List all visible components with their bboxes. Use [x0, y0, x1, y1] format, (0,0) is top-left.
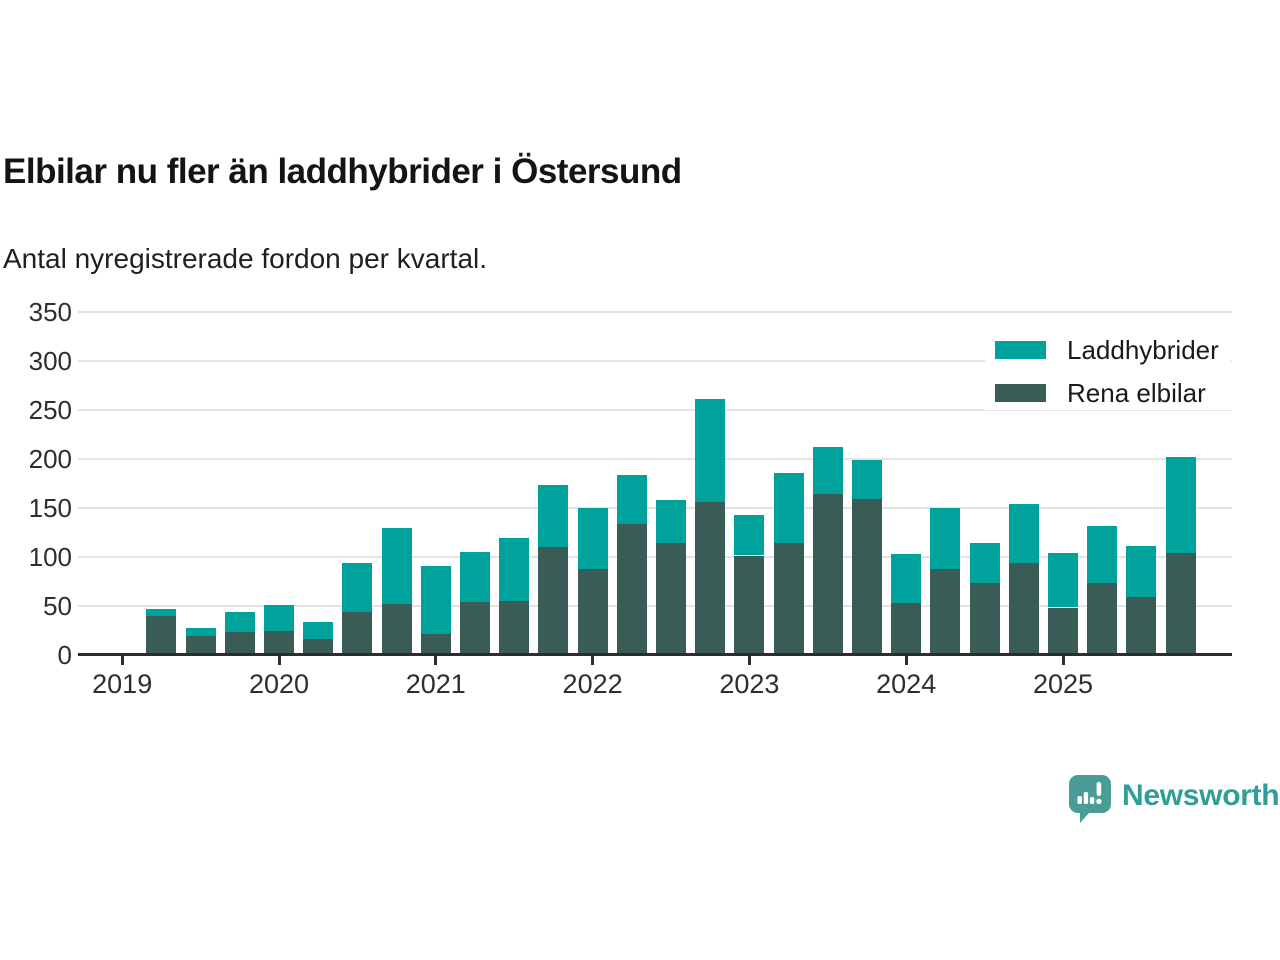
- bar-segment-rena-elbilar: [342, 612, 373, 655]
- bar-segment-laddhybrider: [852, 459, 882, 499]
- bar-segment-laddhybrider: [891, 553, 922, 603]
- bar-segment-rena-elbilar: [420, 633, 451, 655]
- bar-segment-rena-elbilar: [656, 542, 686, 655]
- x-axis-tick: [904, 656, 908, 665]
- y-axis-label: 50: [43, 590, 72, 621]
- y-axis-label: 350: [28, 296, 72, 327]
- legend-label: Laddhybrider: [1067, 335, 1219, 365]
- x-axis-label: 2022: [562, 669, 623, 699]
- gridline-300: [78, 359, 1232, 362]
- x-axis-label: 2019: [92, 669, 153, 699]
- bar-segment-laddhybrider: [695, 398, 726, 502]
- bar-segment-rena-elbilar: [303, 638, 334, 655]
- x-axis-label: 2021: [405, 669, 466, 699]
- x-axis-label: 2023: [719, 669, 780, 699]
- bar-segment-rena-elbilar: [891, 602, 922, 655]
- bar-segment-rena-elbilar: [224, 632, 255, 655]
- bar-segment-rena-elbilar: [773, 542, 804, 655]
- x-axis-tick: [120, 656, 124, 665]
- gridline-100: [78, 555, 1232, 558]
- bar-segment-rena-elbilar: [499, 600, 530, 655]
- bar-segment-rena-elbilar: [969, 583, 1000, 655]
- gridline-250: [78, 408, 1232, 411]
- bar-segment-laddhybrider: [1008, 503, 1039, 564]
- bar-segment-laddhybrider: [773, 473, 804, 543]
- legend-swatch: [995, 384, 1046, 402]
- newsworthy-speech-bubble-chart-icon: [1069, 775, 1111, 823]
- gridline-150: [78, 506, 1232, 509]
- gridline-200: [78, 457, 1232, 460]
- bar-segment-laddhybrider: [656, 499, 686, 543]
- bar-segment-laddhybrider: [185, 628, 216, 636]
- x-axis-tick: [591, 656, 595, 665]
- bar-segment-rena-elbilar: [460, 601, 490, 655]
- bar-segment-rena-elbilar: [1165, 552, 1196, 655]
- x-axis-line: [78, 653, 1232, 656]
- bar-segment-rena-elbilar: [852, 498, 882, 655]
- legend-item-laddhybrider: Laddhybrider: [985, 333, 1231, 367]
- y-axis-label: 100: [28, 541, 72, 572]
- bar-segment-laddhybrider: [577, 507, 608, 570]
- bar-segment-laddhybrider: [224, 612, 255, 632]
- bar-segment-laddhybrider: [930, 507, 961, 570]
- bar-segment-rena-elbilar: [695, 501, 726, 655]
- legend-swatch: [995, 341, 1046, 359]
- bar-segment-rena-elbilar: [577, 569, 608, 655]
- x-axis-tick: [277, 656, 281, 665]
- bar-segment-laddhybrider: [303, 622, 334, 639]
- bar-segment-laddhybrider: [812, 446, 843, 494]
- x-axis-label: 2020: [248, 669, 310, 699]
- bar-segment-laddhybrider: [264, 604, 294, 631]
- bar-segment-laddhybrider: [146, 609, 177, 617]
- bar-segment-laddhybrider: [499, 537, 530, 601]
- chart-legend: Laddhybrider Rena elbilar: [985, 333, 1231, 410]
- bar-segment-rena-elbilar: [812, 493, 843, 655]
- bar-segment-rena-elbilar: [1087, 583, 1118, 655]
- y-axis-label: 250: [28, 394, 72, 425]
- bar-segment-laddhybrider: [420, 566, 451, 634]
- legend-label: Rena elbilar: [1067, 378, 1206, 408]
- bar-segment-rena-elbilar: [734, 555, 765, 655]
- chart-subtitle: Antal nyregistrerade fordon per kvartal.: [3, 243, 488, 274]
- x-axis-label: 2024: [876, 669, 937, 699]
- bar-segment-laddhybrider: [381, 528, 412, 604]
- bar-segment-rena-elbilar: [616, 524, 647, 655]
- page-title: Elbilar nu fler än laddhybrider i Östers…: [3, 152, 682, 191]
- bar-segment-laddhybrider: [342, 563, 373, 613]
- bar-segment-rena-elbilar: [146, 616, 177, 655]
- bar-segment-rena-elbilar: [381, 603, 412, 655]
- gridline-50: [78, 604, 1232, 607]
- y-axis-label: 300: [28, 345, 72, 376]
- bar-segment-laddhybrider: [1048, 552, 1078, 608]
- bar-segment-rena-elbilar: [930, 569, 961, 655]
- bar-segment-laddhybrider: [616, 475, 647, 525]
- bar-segment-rena-elbilar: [1048, 607, 1078, 655]
- bar-segment-rena-elbilar: [538, 546, 569, 655]
- x-axis-tick: [747, 656, 751, 665]
- bar-segment-laddhybrider: [1126, 545, 1157, 597]
- gridline-350: [78, 310, 1232, 313]
- bar-segment-laddhybrider: [538, 485, 569, 547]
- bar-segment-laddhybrider: [734, 515, 765, 556]
- newsworthy-logo: Newsworthy: [1068, 774, 1280, 824]
- bar-segment-laddhybrider: [460, 551, 490, 602]
- x-axis-tick: [1061, 656, 1065, 665]
- bar-segment-rena-elbilar: [1008, 563, 1039, 655]
- bar-segment-laddhybrider: [969, 542, 1000, 583]
- bar-segment-laddhybrider: [1087, 526, 1118, 583]
- bar-segment-rena-elbilar: [185, 635, 216, 655]
- y-axis-label: 0: [57, 639, 72, 670]
- y-axis-label: 150: [28, 492, 72, 523]
- bar-segment-laddhybrider: [1165, 456, 1196, 553]
- x-axis-tick: [434, 656, 438, 665]
- bar-segment-rena-elbilar: [264, 631, 294, 655]
- legend-item-rena-elbilar: Rena elbilar: [985, 376, 1231, 410]
- bar-segment-rena-elbilar: [1126, 596, 1157, 655]
- newsworthy-logo-text: Newsworthy: [1122, 779, 1280, 812]
- x-axis-label: 2025: [1032, 669, 1094, 699]
- y-axis-label: 200: [28, 443, 72, 474]
